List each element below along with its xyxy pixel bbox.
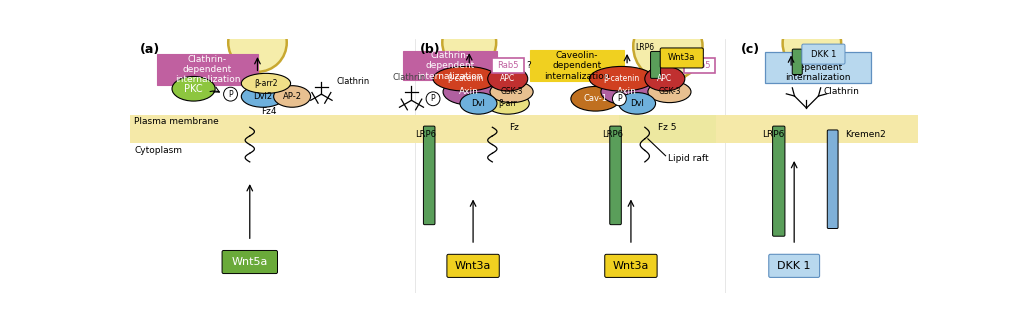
Ellipse shape [571,87,620,111]
Text: Rab5: Rab5 [497,61,519,70]
Text: Axin: Axin [617,87,637,96]
Text: P: P [617,94,622,103]
Ellipse shape [433,66,498,91]
FancyBboxPatch shape [424,126,435,225]
Text: P: P [431,94,436,103]
Text: APC: APC [657,74,672,83]
Text: Caveolin-
dependent
internalization: Caveolin- dependent internalization [544,51,610,81]
Text: AP-2: AP-2 [282,92,302,101]
Ellipse shape [273,86,311,107]
Text: Wnt3a: Wnt3a [668,53,696,63]
Text: Cytoplasm: Cytoplasm [134,146,182,155]
Text: Plasma membrane: Plasma membrane [134,117,219,126]
Text: Clathrin-
dependent
internalization: Clathrin- dependent internalization [417,51,483,81]
Ellipse shape [644,66,684,91]
FancyBboxPatch shape [530,50,624,81]
Circle shape [427,92,440,106]
Ellipse shape [589,66,654,91]
Ellipse shape [648,81,691,103]
Text: Wnt3a: Wnt3a [455,261,491,271]
FancyBboxPatch shape [768,254,819,277]
FancyBboxPatch shape [684,58,715,73]
Text: Lipid raft: Lipid raft [668,154,709,163]
Text: P: P [228,89,233,99]
Ellipse shape [619,92,656,114]
Text: Dvl: Dvl [472,99,485,108]
Ellipse shape [601,79,654,105]
Text: Clathrin-
dependent
internalization: Clathrin- dependent internalization [786,52,851,82]
FancyBboxPatch shape [772,126,785,236]
Text: (a): (a) [140,42,161,56]
Ellipse shape [241,73,291,93]
Text: LRP6: LRP6 [602,131,623,139]
Circle shape [783,14,841,73]
Text: DKK 1: DKK 1 [777,261,811,271]
FancyBboxPatch shape [222,250,277,273]
Text: Clathrin-
dependent
internalization: Clathrin- dependent internalization [175,55,240,85]
Circle shape [228,13,286,72]
Text: β-arr2: β-arr2 [254,79,277,88]
FancyBboxPatch shape [157,54,258,85]
Text: β-catenin: β-catenin [604,74,639,83]
FancyBboxPatch shape [660,48,703,68]
Text: GSK-3: GSK-3 [658,87,680,96]
Ellipse shape [241,86,284,107]
FancyBboxPatch shape [610,126,621,225]
Text: Kremen2: Kremen2 [845,131,886,139]
FancyBboxPatch shape [802,44,845,64]
Text: APC: APC [500,74,516,83]
Text: (b): (b) [420,42,441,56]
Ellipse shape [488,66,528,91]
FancyBboxPatch shape [403,51,497,80]
Text: GSK-3: GSK-3 [500,87,523,96]
Text: LRP6: LRP6 [762,131,785,139]
Text: ?: ? [526,61,531,70]
Text: Fz 5: Fz 5 [658,123,676,132]
Text: Fz4: Fz4 [261,107,277,115]
Text: Rab5: Rab5 [688,61,710,70]
FancyBboxPatch shape [765,52,871,83]
Text: Clathrin: Clathrin [824,87,859,95]
Circle shape [442,15,496,69]
Text: (c): (c) [741,42,760,56]
Text: DKK 1: DKK 1 [811,50,836,59]
Text: β-arr: β-arr [498,99,517,108]
Bar [619,115,716,143]
Bar [131,115,919,143]
FancyBboxPatch shape [492,58,524,73]
FancyBboxPatch shape [447,254,499,277]
Text: Axin: Axin [459,87,479,96]
Circle shape [224,87,237,101]
Ellipse shape [486,92,529,114]
Text: Wnt5a: Wnt5a [231,257,268,267]
Text: Dvl2: Dvl2 [254,92,272,101]
Text: LRP6: LRP6 [415,131,437,139]
Text: LRP6: LRP6 [635,43,655,52]
Text: Clathrin: Clathrin [337,77,370,86]
FancyBboxPatch shape [605,254,657,277]
Text: Dvl: Dvl [630,99,644,108]
Ellipse shape [460,92,497,114]
Text: PKC: PKC [184,84,203,94]
Text: Wnt3a: Wnt3a [613,261,650,271]
Text: Cav-1: Cav-1 [583,94,608,103]
Ellipse shape [443,79,495,105]
Text: β-catenin: β-catenin [447,74,484,83]
Ellipse shape [490,81,533,103]
Text: Fz: Fz [509,123,519,132]
Circle shape [613,92,626,106]
Circle shape [633,12,703,81]
FancyBboxPatch shape [828,130,838,229]
Text: Clathrin: Clathrin [392,73,426,82]
FancyBboxPatch shape [651,51,661,78]
FancyBboxPatch shape [792,49,802,74]
Ellipse shape [172,76,215,101]
